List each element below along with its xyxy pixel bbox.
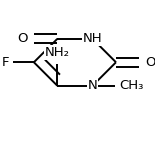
Text: O: O: [18, 32, 28, 45]
Text: NH₂: NH₂: [45, 46, 70, 59]
Text: O: O: [145, 56, 155, 69]
Text: NH: NH: [83, 32, 102, 45]
Text: CH₃: CH₃: [119, 79, 143, 92]
Text: F: F: [1, 56, 9, 69]
Text: N: N: [88, 79, 97, 92]
